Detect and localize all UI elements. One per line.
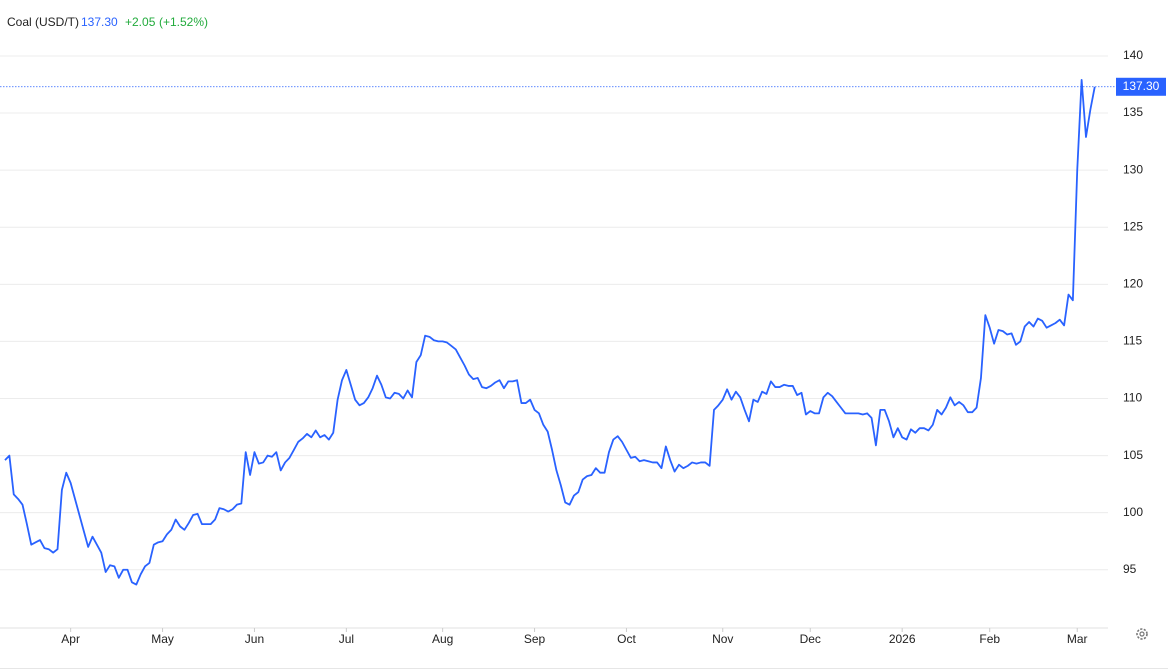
price-change: +2.05 <box>125 15 156 29</box>
instrument-name: Coal (USD/T) <box>7 15 79 29</box>
y-tick-label: 115 <box>1123 334 1142 348</box>
x-tick-label: Apr <box>61 632 80 646</box>
y-tick-label: 95 <box>1123 562 1137 576</box>
y-tick-label: 105 <box>1123 448 1143 462</box>
x-tick-label: Oct <box>617 632 636 646</box>
last-price: 137.30 <box>81 15 118 29</box>
x-tick-label: Jun <box>245 632 264 646</box>
x-tick-label: May <box>151 632 174 646</box>
y-tick-label: 135 <box>1123 105 1143 119</box>
last-price-tag <box>1116 77 1166 96</box>
x-tick-label: Aug <box>432 632 453 646</box>
y-tick-label: 120 <box>1123 276 1143 290</box>
x-tick-label: Nov <box>712 632 733 646</box>
y-tick-label: 100 <box>1123 505 1143 519</box>
last-price-tag-label: 137.30 <box>1123 79 1160 93</box>
y-tick-label: 140 <box>1123 48 1143 62</box>
price-line <box>4 79 1096 586</box>
y-tick-label: 110 <box>1123 391 1142 405</box>
x-tick-label: 2026 <box>889 632 916 646</box>
gear-outline <box>1136 628 1148 640</box>
price-change-pct: (+1.52%) <box>159 15 208 29</box>
x-tick-label: Mar <box>1067 632 1088 646</box>
y-tick-label: 125 <box>1123 219 1143 233</box>
y-tick-label: 130 <box>1123 162 1143 176</box>
x-tick-label: Sep <box>524 632 546 646</box>
gear-hole <box>1139 631 1145 637</box>
x-tick-label: Dec <box>800 632 821 646</box>
settings-icon[interactable] <box>1136 628 1148 640</box>
x-tick-label: Feb <box>979 632 1000 646</box>
x-tick-label: Jul <box>339 632 354 646</box>
